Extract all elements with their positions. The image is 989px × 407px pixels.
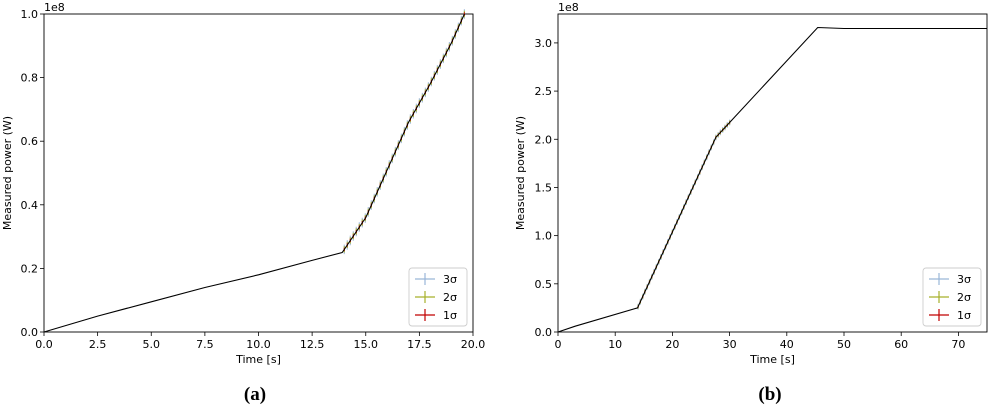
x-tick-label: 10.0 [246,338,271,351]
x-tick-label: 40 [780,338,794,351]
x-tick-label: 0.0 [35,338,53,351]
y-axis-label: Measured power (W) [1,116,14,230]
x-tick-label: 2.5 [89,338,107,351]
y-tick-label: 0.8 [21,72,39,85]
x-tick-label: 15.0 [354,338,379,351]
x-tick-label: 20.0 [461,338,486,351]
series-line-mean [43,13,465,333]
x-tick-label: 30 [723,338,737,351]
legend-label: 1σ [443,309,457,322]
x-tick-label: 60 [894,338,908,351]
plot-area [557,13,988,333]
x-tick-label: 17.5 [407,338,432,351]
panel-b: 0 10 20 30 40 50 60 70 0.0 0.5 1.0 1.5 2.0 2.5 3.0 1e8 T… [514,1,988,405]
x-tick-label: 0 [555,338,562,351]
y-offset-text: 1e8 [44,1,65,14]
legend-box [922,267,982,327]
legend-box [408,267,468,327]
legend-label: 3σ [443,273,457,286]
x-axis-label: Time [s] [235,353,281,366]
x-tick-label: 7.5 [196,338,214,351]
y-tick-label: 0.6 [21,135,39,148]
x-tick-label: 70 [951,338,965,351]
y-tick-label: 1.0 [21,8,39,21]
x-tick-label: 50 [837,338,851,351]
series-line-mean [557,26,987,333]
plot-area [43,13,474,333]
legend-label: 3σ [957,273,971,286]
legend-label: 1σ [957,309,971,322]
panel-label: (b) [758,384,781,405]
x-axis-label: Time [s] [749,353,795,366]
panel-a: 0.0 2.5 5.0 7.5 10.0 12.5 15.0 17.5 20.0 0.0 0.2 0.… [1,1,485,405]
x-tick-label: 20 [665,338,679,351]
x-tick-label: 10 [608,338,622,351]
legend-label: 2σ [957,291,971,304]
y-offset-text: 1e8 [558,1,579,14]
y-tick-label: 3.0 [535,37,553,50]
y-tick-label: 0.0 [535,326,553,339]
x-tick-label: 5.0 [143,338,161,351]
y-axis-label: Measured power (W) [514,116,527,230]
panel-label: (a) [244,384,266,405]
y-tick-label: 0.4 [21,199,39,212]
y-tick-label: 2.5 [535,85,553,98]
y-tick-label: 0.2 [21,262,39,275]
legend-label: 2σ [443,291,457,304]
y-tick-label: 2.0 [535,133,553,146]
y-tick-label: 0.0 [21,326,39,339]
x-tick-label: 12.5 [300,338,325,351]
y-tick-label: 0.5 [535,278,553,291]
y-tick-label: 1.5 [535,181,553,194]
y-tick-label: 1.0 [535,230,553,243]
